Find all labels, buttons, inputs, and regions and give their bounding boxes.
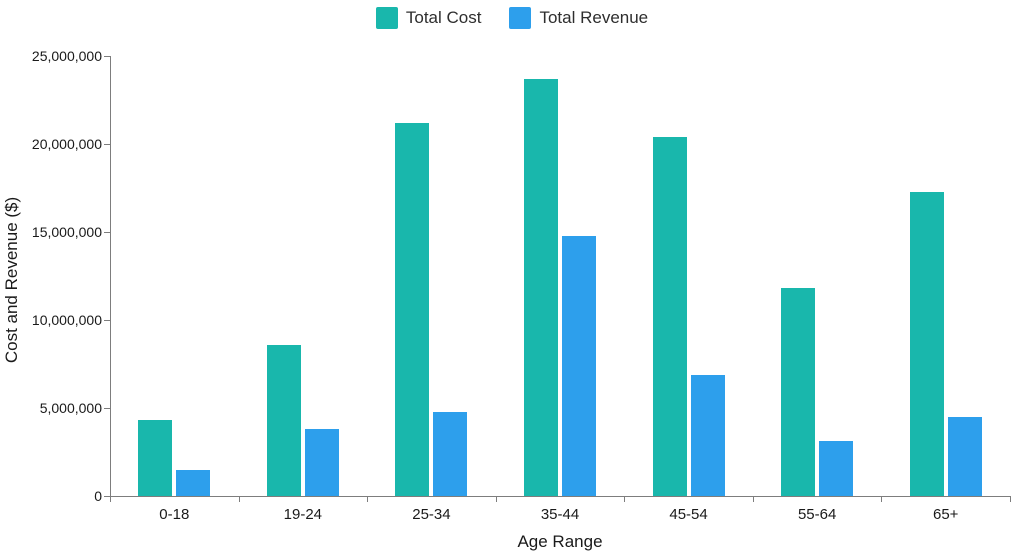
x-tick <box>496 496 497 502</box>
legend-label: Total Cost <box>406 8 482 28</box>
y-axis-line <box>110 56 111 496</box>
x-tick <box>110 496 111 502</box>
y-tick <box>104 144 110 145</box>
y-tick-label: 0 <box>94 488 102 504</box>
x-tick <box>1010 496 1011 502</box>
y-tick-label: 25,000,000 <box>32 48 102 64</box>
x-category-label: 45-54 <box>669 506 707 523</box>
bar <box>138 420 172 496</box>
bar <box>433 412 467 496</box>
legend-swatch <box>509 7 531 29</box>
x-category-label: 19-24 <box>284 506 322 523</box>
cost-revenue-chart: Total Cost Total Revenue Cost and Revenu… <box>0 0 1024 559</box>
bar <box>562 236 596 496</box>
bar <box>267 345 301 496</box>
legend-item-total-cost: Total Cost <box>376 7 482 29</box>
x-category-label: 25-34 <box>412 506 450 523</box>
y-axis-title-text: Cost and Revenue ($) <box>2 196 22 362</box>
x-category-label: 55-64 <box>798 506 836 523</box>
bar <box>948 417 982 496</box>
bar <box>653 137 687 496</box>
y-tick-label: 15,000,000 <box>32 224 102 240</box>
bar <box>395 123 429 496</box>
x-axis-line <box>110 496 1010 497</box>
bar <box>524 79 558 496</box>
y-tick <box>104 56 110 57</box>
y-tick <box>104 320 110 321</box>
x-tick <box>239 496 240 502</box>
x-axis-title: Age Range <box>110 532 1010 552</box>
legend-swatch <box>376 7 398 29</box>
x-category-label: 65+ <box>933 506 958 523</box>
x-tick <box>881 496 882 502</box>
x-tick <box>367 496 368 502</box>
bar <box>176 470 210 496</box>
x-category-label: 0-18 <box>159 506 189 523</box>
legend-item-total-revenue: Total Revenue <box>509 7 648 29</box>
legend-label: Total Revenue <box>539 8 648 28</box>
legend: Total Cost Total Revenue <box>0 0 1024 36</box>
y-tick-label: 10,000,000 <box>32 312 102 328</box>
y-tick-label: 20,000,000 <box>32 136 102 152</box>
y-tick-label: 5,000,000 <box>40 400 102 416</box>
bar <box>691 375 725 496</box>
y-axis-title: Cost and Revenue ($) <box>0 0 24 559</box>
bar <box>305 429 339 496</box>
y-tick <box>104 408 110 409</box>
bar <box>910 192 944 496</box>
x-tick <box>753 496 754 502</box>
bar <box>819 441 853 496</box>
bar <box>781 288 815 496</box>
plot-area: 0-1819-2425-3435-4445-5455-6465+Age Rang… <box>110 56 1010 496</box>
x-category-label: 35-44 <box>541 506 579 523</box>
y-axis-ticks: 0 5,000,000 10,000,000 15,000,000 20,000,000… <box>24 0 108 559</box>
x-tick <box>624 496 625 502</box>
y-tick <box>104 232 110 233</box>
